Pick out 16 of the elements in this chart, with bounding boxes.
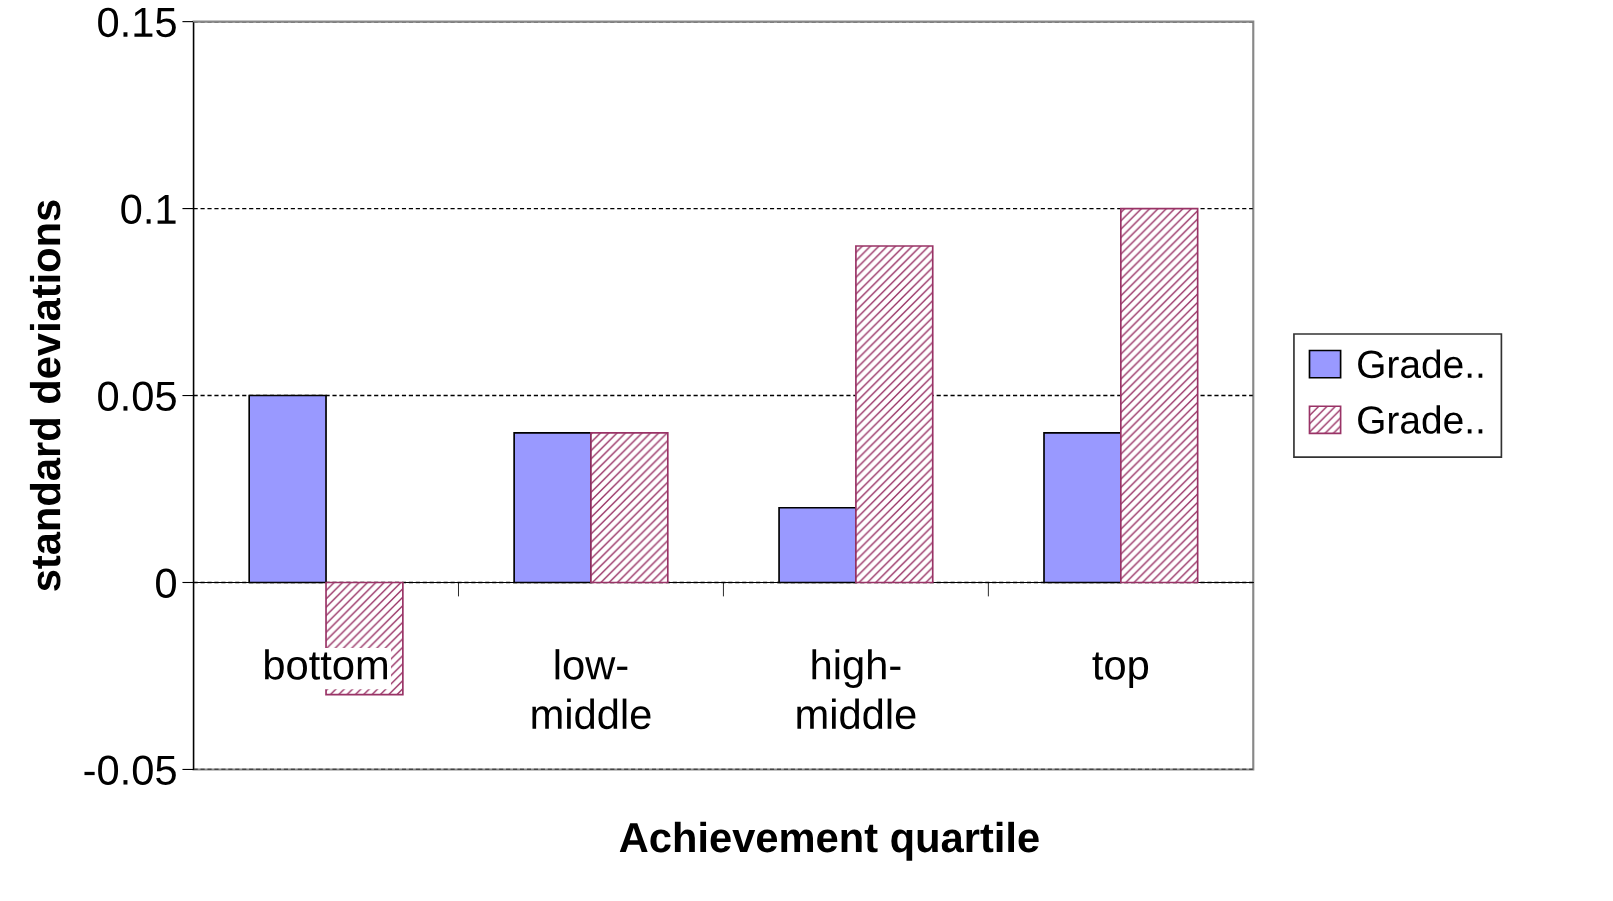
x-tick-label: top	[1092, 652, 1149, 688]
y-tick-label: 0.05	[98, 381, 176, 412]
bar	[855, 245, 934, 584]
bar	[1119, 207, 1199, 584]
x-tick-label: low- middle	[532, 649, 651, 730]
legend-label: Grade..	[1358, 349, 1483, 379]
y-tick-label: -0.05	[84, 755, 176, 785]
y-axis-title: standard deviations	[29, 200, 61, 591]
legend-label: Grade..	[1358, 405, 1483, 434]
y-tick-label: 0.1	[121, 194, 176, 225]
y-tick-label: 0.15	[98, 7, 176, 38]
x-tick-label: high- middle	[797, 649, 916, 730]
x-tick-label: bottom	[265, 649, 387, 680]
y-tick-label: 0	[156, 568, 176, 598]
x-axis-title: Achievement quartile	[619, 821, 1039, 861]
bar	[590, 432, 669, 584]
